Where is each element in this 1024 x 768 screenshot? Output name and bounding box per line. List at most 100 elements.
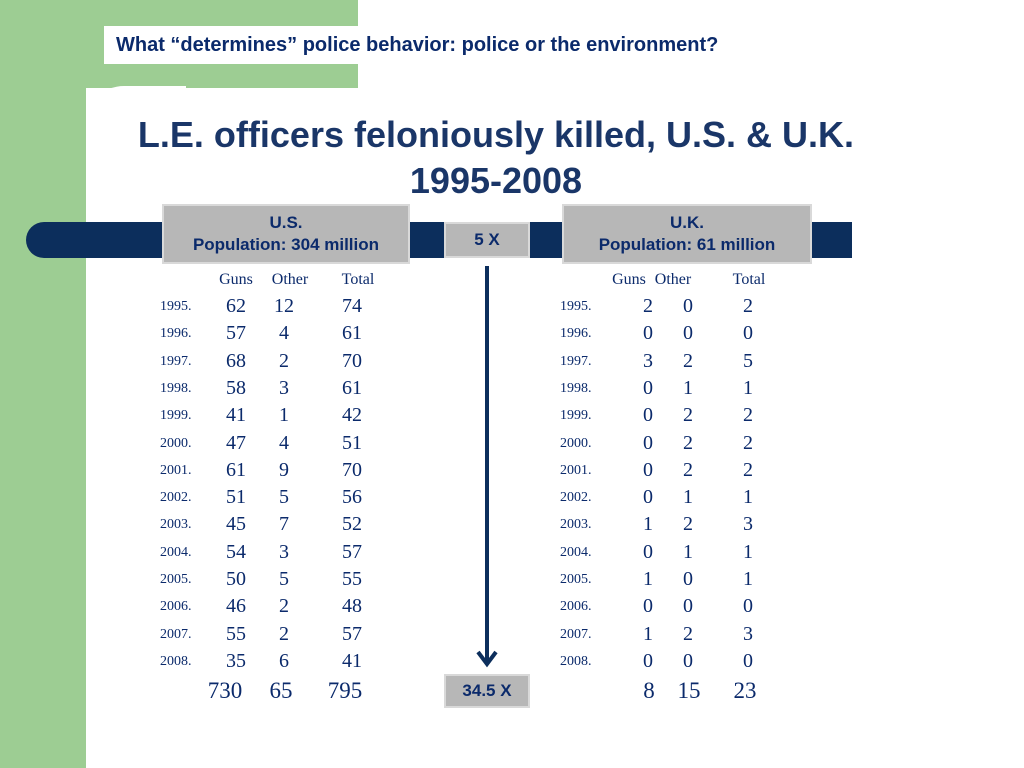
other-cell: 2 [683, 622, 693, 645]
content-corner [86, 86, 186, 186]
year-cell: 1997. [160, 353, 192, 369]
table-row: 2005. 50 5 55 [160, 566, 400, 593]
table-row: 2001. 61 9 70 [160, 457, 400, 484]
table-row: 1998. 58 3 61 [160, 375, 400, 402]
other-cell: 2 [279, 349, 289, 372]
other-cell: 1 [279, 404, 289, 427]
uk-header-guns: Guns [612, 271, 646, 288]
other-cell: 9 [279, 458, 289, 481]
other-cell: 5 [279, 486, 289, 509]
deaths-ratio-box: 34.5 X [444, 674, 530, 708]
total-cell: 1 [743, 568, 753, 590]
uk-country-label: U.K. [670, 213, 704, 232]
table-row: 2002. 51 5 56 [160, 484, 400, 511]
other-cell: 0 [683, 322, 693, 345]
guns-cell: 50 [226, 568, 246, 590]
year-cell: 2007. [160, 626, 192, 642]
uk-population-box: U.K. Population: 61 million [562, 204, 812, 264]
us-total-other: 65 [269, 678, 293, 704]
table-row: 1999. 41 1 42 [160, 402, 400, 429]
total-cell: 70 [342, 349, 362, 372]
guns-cell: 51 [226, 486, 246, 509]
guns-cell: 0 [643, 486, 653, 509]
uk-total-other: 15 [677, 678, 701, 704]
table-row: 2001. 0 2 2 [560, 457, 800, 484]
year-cell: 1995. [160, 299, 192, 314]
guns-cell: 61 [226, 458, 246, 481]
total-cell: 1 [743, 376, 753, 399]
table-row: 2008. 35 6 41 [160, 648, 400, 675]
other-cell: 1 [683, 540, 693, 563]
guns-cell: 0 [643, 458, 653, 481]
us-table-header: Guns Other Total [160, 266, 400, 293]
year-cell: 2003. [560, 517, 592, 533]
other-cell: 7 [279, 513, 289, 536]
total-cell: 61 [342, 376, 362, 399]
year-cell: 2003. [160, 517, 192, 533]
other-cell: 2 [683, 404, 693, 427]
us-totals-row: 730 65 795 [160, 677, 400, 704]
year-cell: 1998. [560, 380, 592, 396]
total-cell: 55 [342, 568, 362, 590]
year-cell: 2005. [160, 572, 192, 587]
table-row: 2000. 0 2 2 [560, 430, 800, 457]
uk-total-guns: 8 [643, 678, 655, 704]
other-cell: 2 [279, 595, 289, 618]
year-cell: 1997. [560, 353, 592, 369]
table-row: 1996. 0 0 0 [560, 320, 800, 347]
table-row: 2006. 0 0 0 [560, 593, 800, 620]
other-cell: 2 [683, 431, 693, 454]
other-cell: 1 [683, 376, 693, 399]
year-cell: 2007. [560, 626, 592, 642]
guns-cell: 35 [226, 649, 246, 672]
other-cell: 5 [279, 568, 289, 590]
year-cell: 2001. [560, 462, 592, 478]
guns-cell: 0 [643, 404, 653, 427]
guns-cell: 54 [226, 540, 246, 563]
guns-cell: 0 [643, 376, 653, 399]
year-cell: 1996. [160, 326, 192, 342]
guns-cell: 68 [226, 349, 246, 372]
uk-population-label: Population: 61 million [598, 235, 776, 254]
uk-totals-row: 8 15 23 [560, 677, 800, 704]
year-cell: 2008. [560, 653, 592, 669]
us-total-guns: 730 [207, 678, 243, 704]
total-cell: 2 [743, 295, 753, 317]
year-cell: 1998. [160, 380, 192, 396]
us-population-box: U.S. Population: 304 million [162, 204, 410, 264]
other-cell: 3 [279, 540, 289, 563]
other-cell: 0 [683, 649, 693, 672]
population-ratio-box: 5 X [444, 222, 530, 258]
us-population-label: Population: 304 million [192, 235, 380, 254]
total-cell: 52 [342, 513, 362, 536]
other-cell: 4 [279, 322, 289, 345]
slide-title-line2: 1995-2008 [409, 160, 583, 201]
guns-cell: 0 [643, 649, 653, 672]
table-row: 1999. 0 2 2 [560, 402, 800, 429]
total-cell: 2 [743, 404, 753, 427]
total-cell: 0 [743, 649, 753, 672]
year-cell: 1999. [560, 408, 592, 424]
year-cell: 2002. [560, 490, 592, 506]
guns-cell: 1 [643, 513, 653, 536]
year-cell: 2006. [160, 599, 192, 615]
year-cell: 2004. [560, 544, 592, 560]
left-accent-strip [0, 0, 86, 768]
slide-title-line1: L.E. officers feloniously killed, U.S. &… [137, 114, 855, 155]
other-cell: 0 [683, 568, 693, 590]
year-cell: 2006. [560, 599, 592, 615]
table-row: 2003. 45 7 52 [160, 511, 400, 538]
table-row: 2004. 54 3 57 [160, 539, 400, 566]
year-cell: 1999. [160, 408, 192, 424]
guns-cell: 1 [643, 622, 653, 645]
table-row: 2007. 55 2 57 [160, 621, 400, 648]
uk-total-total: 23 [733, 678, 757, 704]
total-cell: 51 [342, 431, 362, 454]
table-row: 2005. 1 0 1 [560, 566, 800, 593]
table-row: 2002. 0 1 1 [560, 484, 800, 511]
year-cell: 2000. [160, 435, 192, 451]
total-cell: 5 [743, 349, 753, 372]
year-cell: 2004. [160, 544, 192, 560]
guns-cell: 0 [643, 595, 653, 618]
total-cell: 48 [342, 595, 362, 618]
